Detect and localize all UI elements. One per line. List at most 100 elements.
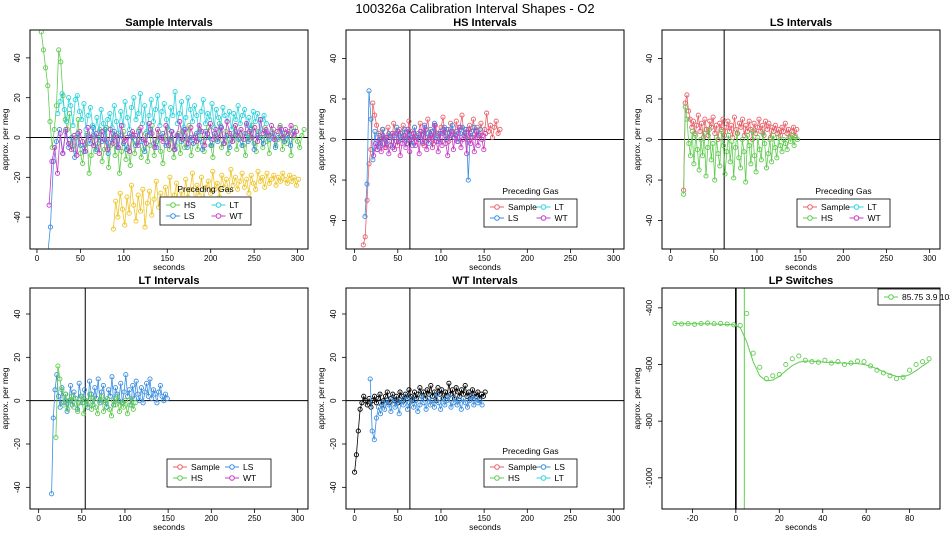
legend-label: LT [230,200,239,210]
data-point [113,132,119,139]
data-point [136,128,142,135]
data-point [398,398,404,404]
data-point [736,155,742,161]
panel-lt: LT Intervals 0 50 100 150 200 250 300 -40 -20 0 20 4… [0,275,309,532]
data-point [126,210,132,216]
data-point [484,110,490,116]
data-point [135,391,141,397]
data-point [282,176,288,182]
data-point [166,142,172,149]
data-point [195,146,201,153]
data-point [132,150,138,156]
data-point [178,188,184,194]
data-point [894,376,900,382]
data-point [705,320,711,326]
y-tick-label: 40 [645,53,654,62]
data-point [445,153,451,159]
data-point [108,413,115,419]
plot-frame [661,29,941,250]
data-point [226,188,232,194]
data-point [454,138,460,145]
data-point [233,128,239,135]
panel-title: WT Intervals [452,275,517,287]
legend-box [159,196,252,226]
data-point [193,138,200,145]
legend-marker [494,464,500,470]
legend-marker [170,213,176,219]
data-point [763,376,769,382]
data-point [458,406,464,412]
legend-box [483,198,578,228]
data-point [437,130,443,136]
data-point [221,140,227,147]
data-point [382,406,388,412]
data-point [243,121,250,127]
legend-marker [215,202,222,208]
data-point [111,103,117,109]
x-tick-label: 40 [818,514,827,523]
data-point [483,130,489,136]
data-point [88,152,94,158]
y-axis-label: approx. per meg [632,367,642,429]
data-point [700,153,706,159]
legend-box [483,458,578,488]
data-point [143,140,149,147]
data-point [123,156,129,162]
data-point [705,145,711,151]
data-point [751,153,757,159]
data-point [364,197,370,203]
data-point [717,120,723,126]
data-point [448,404,454,410]
data-point [141,136,147,143]
data-point [402,126,408,132]
data-point [460,136,466,143]
data-point [482,389,488,395]
data-point [149,212,155,218]
data-point [774,155,780,161]
data-point [456,398,462,404]
data-point [475,389,481,395]
data-point [260,140,266,147]
data-point [242,107,248,113]
data-point [148,97,154,103]
data-point [392,404,398,410]
data-point [371,437,377,443]
data-point [466,389,472,395]
legend: Sample LS HS WT [166,458,272,488]
data-point [99,158,105,164]
data-point [112,402,119,408]
data-point [137,208,144,214]
series-WT [371,122,489,159]
data-point [384,389,390,395]
data-point [253,186,259,192]
data-point [135,111,141,117]
data-point [57,376,63,382]
data-point [189,170,196,176]
data-point [68,146,74,153]
data-point [110,226,116,232]
data-point [741,132,747,138]
data-point [100,382,106,389]
x-tick-label: 200 [521,514,535,523]
x-tick-label: 50 [77,514,86,523]
legend: Preceding Gas Sample LT HS WT [796,186,891,228]
data-point [861,359,867,365]
data-point [86,170,92,176]
data-point [423,406,429,412]
x-tick-label: 0 [35,254,40,263]
data-point [400,402,406,408]
data-point [192,103,198,109]
data-point [71,404,77,410]
data-point [727,159,733,165]
data-point [770,373,776,379]
series-line [354,383,486,473]
data-point [783,361,789,368]
data-point [218,125,225,131]
data-point [71,132,77,139]
data-point [710,141,716,147]
data-point [43,65,49,71]
data-point [235,103,241,109]
data-point [177,150,183,156]
data-point [227,130,233,137]
data-point [80,160,86,166]
